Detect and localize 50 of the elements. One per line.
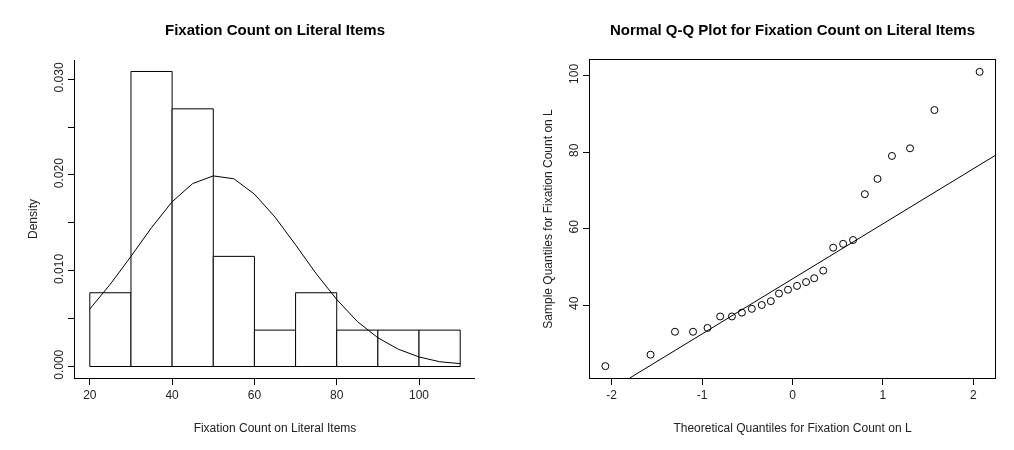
y-tick-label: 80 [567, 143, 582, 157]
y-tick-label: 0.000 [52, 349, 67, 380]
point [601, 362, 610, 371]
x-tick-label: 100 [409, 388, 430, 403]
point [829, 243, 838, 252]
point [774, 289, 783, 298]
y-tick-label: 0.030 [52, 62, 67, 93]
point [737, 308, 746, 317]
chart-title: Normal Q-Q Plot for Fixation Count on Literal Items [609, 20, 976, 38]
point [860, 190, 869, 199]
y-tick-label: 60 [567, 219, 582, 234]
x-tick-label: 80 [330, 388, 344, 403]
point [930, 106, 939, 115]
x-tick-label: 2 [969, 388, 977, 403]
x-tick-label: -2 [606, 388, 618, 403]
x-axis-title: Fixation Count on Literal Items [193, 421, 357, 436]
point [793, 281, 802, 290]
point [670, 327, 679, 336]
point [783, 285, 792, 294]
y-axis-title: Sample Quantiles for Fixation Count on L [540, 108, 555, 329]
point [727, 312, 736, 321]
x-tick-label: 1 [879, 388, 887, 403]
y-tick-label: 100 [567, 63, 582, 84]
chart-title: Fixation Count on Literal Items [164, 20, 386, 38]
point [849, 236, 858, 245]
x-tick-label: 20 [83, 388, 97, 403]
point [703, 323, 712, 332]
y-tick-label: 40 [567, 296, 582, 310]
y-tick-label: 0.010 [52, 253, 67, 284]
point [839, 239, 848, 248]
x-tick-label: 40 [165, 388, 180, 403]
point [810, 274, 819, 283]
point [766, 297, 775, 306]
point [716, 312, 725, 321]
x-axis-title: Theoretical Quantiles for Fixation Count on L [673, 421, 912, 436]
point [689, 327, 698, 336]
point [975, 67, 984, 76]
y-tick-label: 0.020 [52, 157, 67, 189]
x-tick-label: 60 [247, 388, 262, 403]
x-tick-label: 0 [789, 388, 797, 403]
x-tick-label: -1 [696, 388, 708, 403]
y-axis-title: Density [25, 198, 40, 240]
point [873, 174, 882, 183]
point [757, 301, 766, 309]
point [747, 304, 756, 313]
point [802, 278, 811, 287]
point [646, 350, 655, 359]
point [887, 151, 896, 160]
point [819, 266, 828, 275]
point [906, 144, 915, 153]
